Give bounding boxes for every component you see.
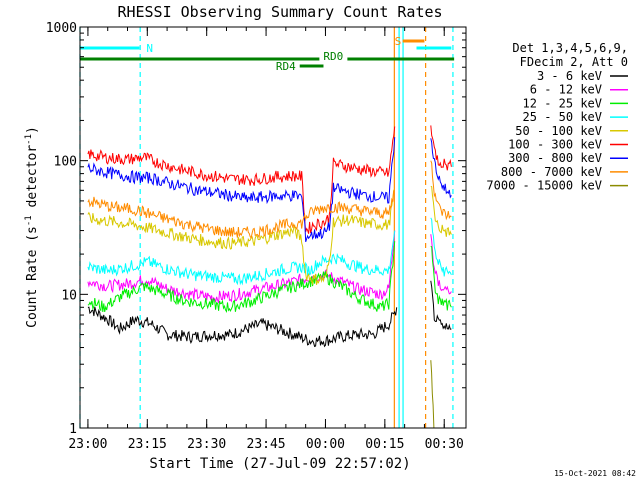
- x-axis-label: Start Time (27-Jul-09 22:57:02): [149, 456, 410, 472]
- series-line-2: [87, 241, 396, 313]
- x-tick-label-0: 23:00: [68, 437, 107, 452]
- legend-header-2: FDecim 2, Att 0: [520, 55, 628, 69]
- series-line-7: [87, 189, 396, 240]
- legend-label-3: 25 - 50 keV: [523, 110, 602, 124]
- y-tick-label-1: 10: [61, 288, 77, 303]
- series-line-1: [87, 230, 396, 303]
- x-tick-label-1: 23:15: [128, 437, 167, 452]
- y-axis-label-main: Count Rate (s: [25, 226, 40, 328]
- series-line-post-8: [430, 360, 435, 429]
- series-line-post-0: [430, 125, 452, 171]
- y-axis-label-sup1: -1: [24, 215, 34, 226]
- legend-label-0: 3 - 6 keV: [537, 69, 602, 83]
- flag-label-rd0-bg: [319, 52, 348, 62]
- x-tick-label-2: 23:30: [187, 437, 226, 452]
- series-line-4: [87, 189, 395, 286]
- y-tick-label-2: 100: [54, 155, 77, 170]
- series-line-5: [87, 126, 396, 234]
- x-tick-label-4: 00:00: [306, 437, 345, 452]
- plot-frame: [79, 26, 467, 429]
- chart-title: RHESSI Observing Summary Count Rates: [117, 3, 442, 21]
- y-axis-label-end: ): [25, 126, 40, 134]
- legend-header-1: Det 1,3,4,5,6,9,: [512, 41, 628, 55]
- y-tick-label-3: 1000: [46, 21, 77, 36]
- series-line-post-6: [430, 245, 452, 311]
- series-line-post-7: [430, 280, 452, 331]
- legend-label-6: 300 - 800 keV: [508, 151, 602, 165]
- x-tick-label-5: 00:15: [365, 437, 404, 452]
- legend-label-2: 12 - 25 keV: [523, 96, 602, 110]
- series-line-6: [87, 137, 396, 243]
- series-line-post-4: [430, 217, 452, 277]
- legend-label-1: 6 - 12 keV: [530, 83, 602, 97]
- legend-label-4: 50 - 100 keV: [515, 124, 602, 138]
- flag-label-rd0: RD0: [323, 50, 343, 63]
- footer-timestamp: 15-Oct-2021 08:42: [554, 469, 636, 478]
- y-axis-label-mid: detector: [25, 145, 40, 216]
- flag-label-rd4: RD4: [276, 60, 296, 73]
- legend-label-8: 7000 - 15000 keV: [486, 179, 602, 193]
- legend-label-7: 800 - 7000 keV: [501, 165, 602, 179]
- x-tick-label-6: 00:30: [425, 437, 464, 452]
- y-tick-label-0: 1: [69, 422, 77, 437]
- y-axis-label: Count Rate (s-1 detector-1): [24, 126, 40, 328]
- x-tick-label-3: 23:45: [247, 437, 286, 452]
- y-axis-label-sup2: -1: [24, 134, 34, 145]
- series-line-post-5: [430, 234, 452, 295]
- flag-label-s: S: [395, 35, 402, 48]
- series-line-0: [87, 306, 398, 348]
- series-line-post-3: [430, 185, 452, 237]
- series-line-post-1: [430, 138, 452, 199]
- series-line-post-2: [430, 160, 452, 221]
- legend-label-5: 100 - 300 keV: [508, 138, 602, 152]
- flag-label-cyan-0: N: [146, 42, 153, 55]
- series-line-3: [87, 230, 396, 286]
